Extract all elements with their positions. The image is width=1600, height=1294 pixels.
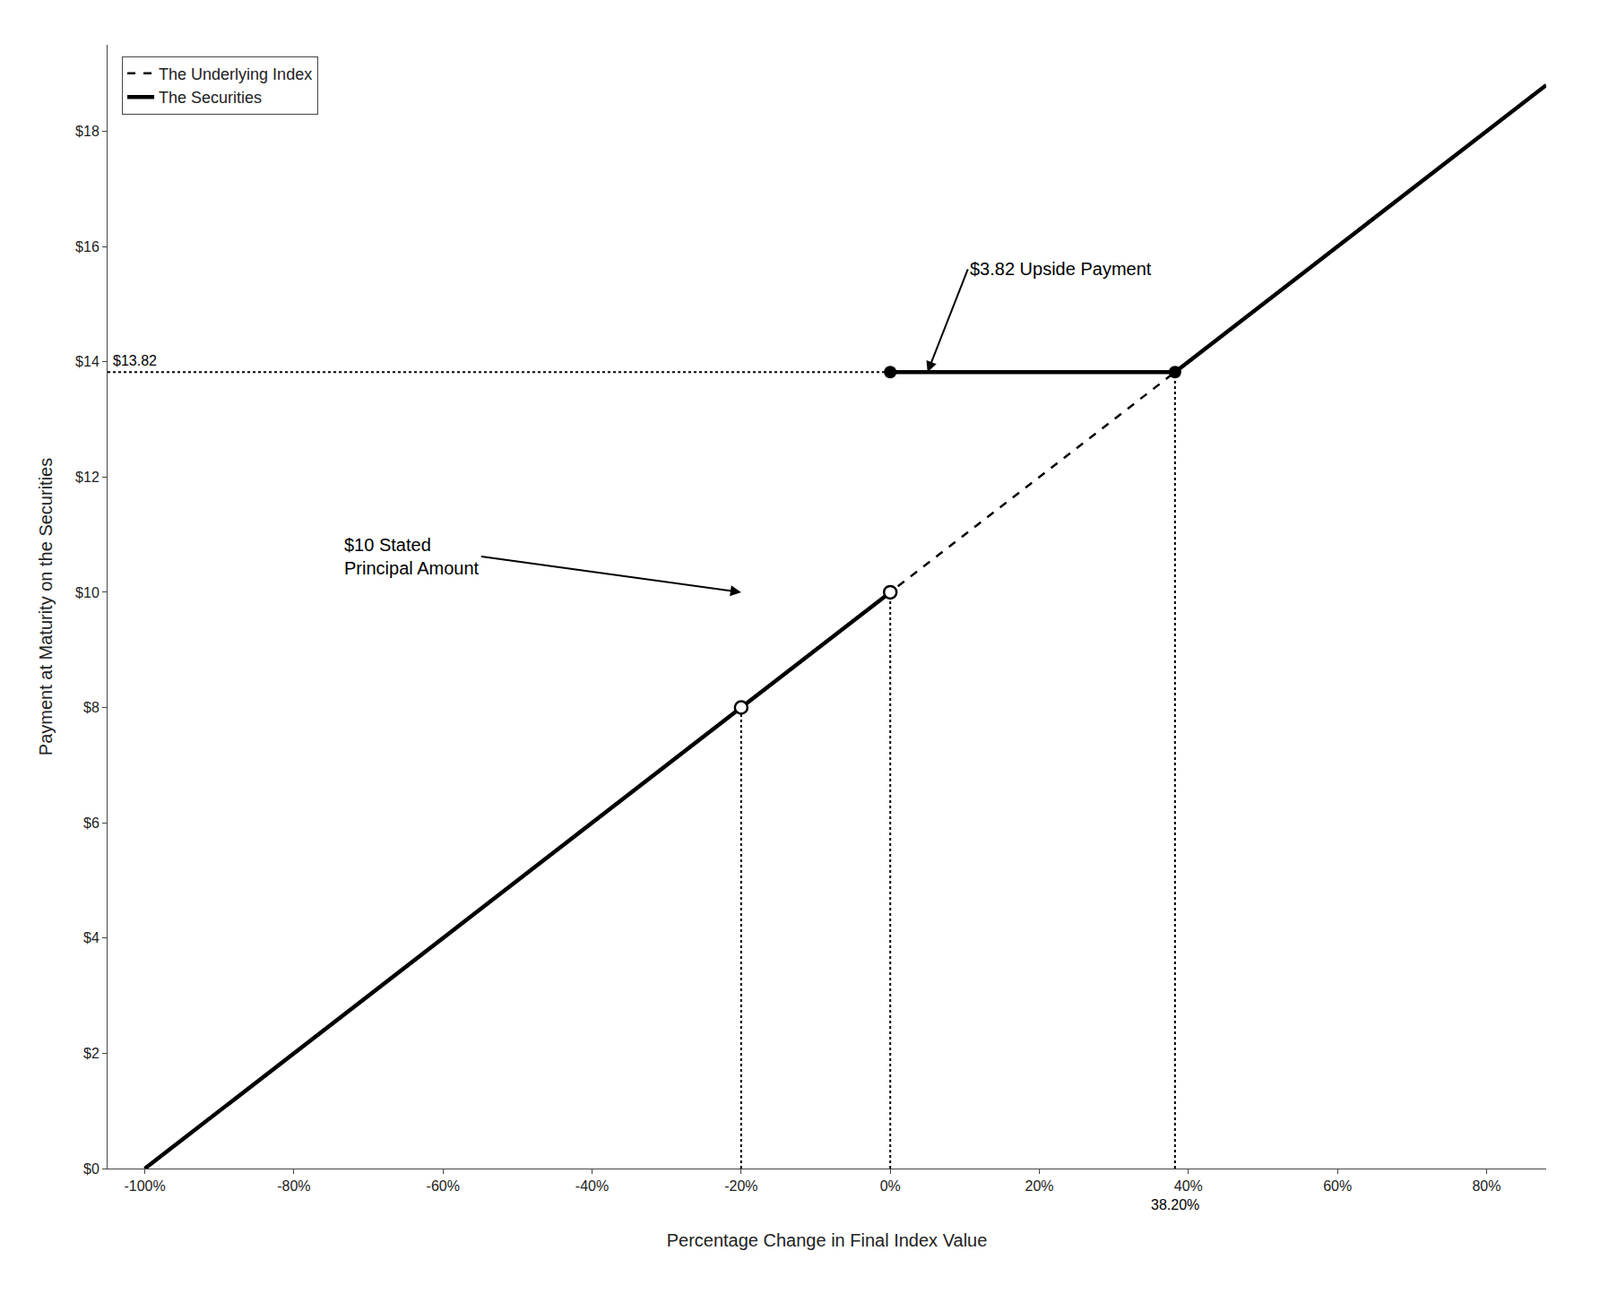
svg-text:The Securities: The Securities <box>158 88 262 107</box>
svg-text:-40%: -40% <box>575 1178 609 1194</box>
svg-text:$16: $16 <box>75 239 100 255</box>
svg-text:-20%: -20% <box>724 1178 758 1194</box>
svg-text:$0: $0 <box>83 1161 100 1177</box>
svg-text:0%: 0% <box>880 1178 901 1194</box>
svg-text:$4: $4 <box>83 930 100 946</box>
svg-text:60%: 60% <box>1323 1178 1352 1194</box>
svg-text:$13.82: $13.82 <box>112 353 157 369</box>
svg-text:-80%: -80% <box>276 1178 311 1194</box>
svg-text:$10 StatedPrincipal Amount: $10 StatedPrincipal Amount <box>344 535 480 579</box>
svg-text:38.20%: 38.20% <box>1150 1197 1200 1213</box>
svg-text:-60%: -60% <box>426 1178 460 1194</box>
svg-text:$12: $12 <box>75 469 100 485</box>
svg-text:Payment at Maturity on the Sec: Payment at Maturity on the Securities <box>35 458 56 756</box>
svg-text:$3.82 Upside Payment: $3.82 Upside Payment <box>969 259 1152 279</box>
svg-text:$18: $18 <box>75 123 100 139</box>
svg-text:-100%: -100% <box>123 1178 165 1194</box>
svg-text:The Underlying Index: The Underlying Index <box>158 65 312 84</box>
svg-text:$8: $8 <box>83 700 100 716</box>
svg-text:Percentage Change in Final Ind: Percentage Change in Final Index Value <box>666 1230 988 1251</box>
svg-text:$14: $14 <box>75 354 100 370</box>
svg-text:$2: $2 <box>83 1046 100 1062</box>
svg-text:20%: 20% <box>1024 1178 1054 1194</box>
svg-text:$10: $10 <box>75 585 100 601</box>
svg-text:$6: $6 <box>83 815 100 831</box>
svg-text:40%: 40% <box>1174 1178 1203 1194</box>
svg-text:80%: 80% <box>1471 1178 1501 1194</box>
